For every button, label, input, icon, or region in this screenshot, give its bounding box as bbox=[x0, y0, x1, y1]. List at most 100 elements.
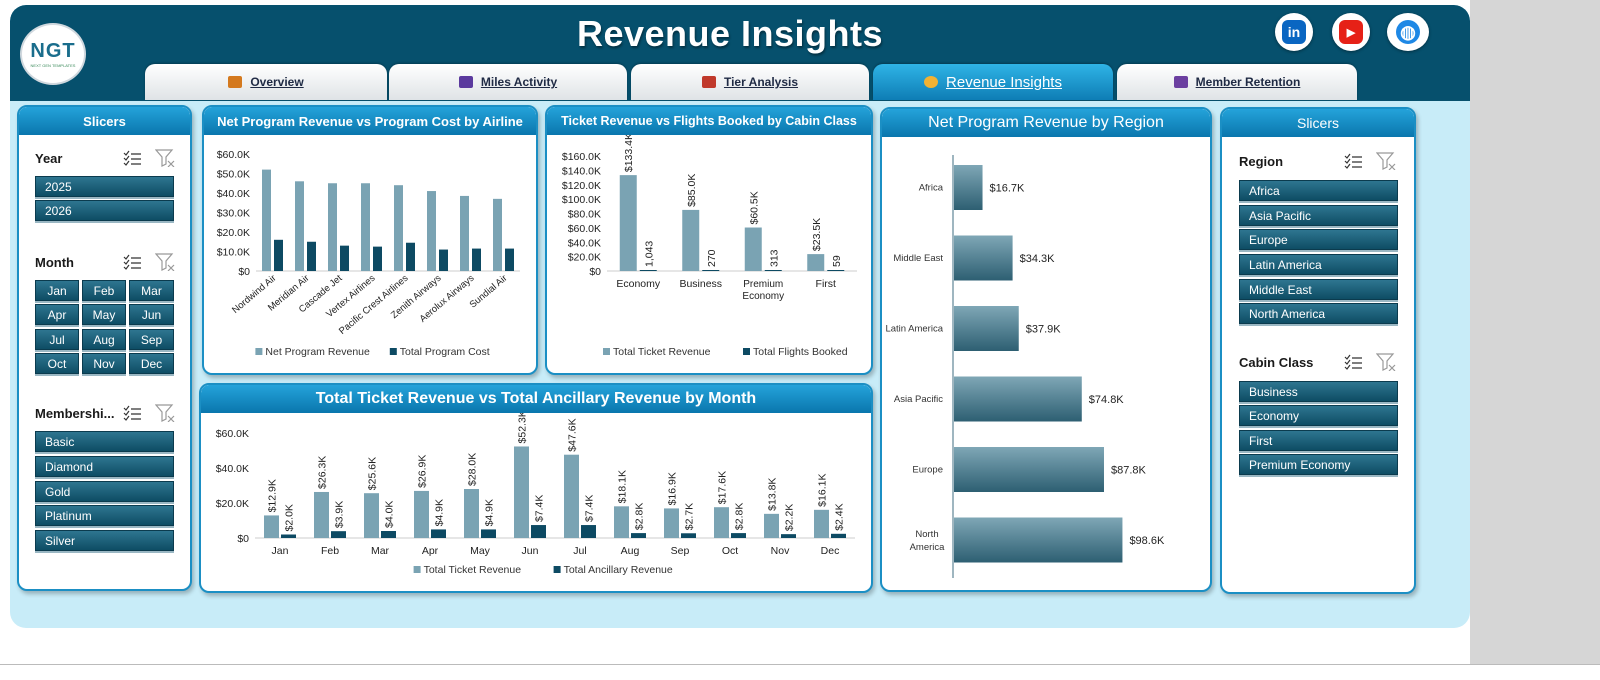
slicer-item-month[interactable]: Jan bbox=[35, 280, 79, 301]
slicer-item-month[interactable]: Jul bbox=[35, 329, 79, 350]
data-label: $28.0K bbox=[467, 453, 479, 486]
bar bbox=[439, 249, 448, 271]
tab-overview[interactable]: Overview bbox=[145, 64, 387, 100]
bar bbox=[274, 239, 283, 271]
y-tick-label: $0 bbox=[589, 266, 601, 278]
y-tick-label: $10.0K bbox=[217, 247, 250, 259]
bar bbox=[505, 248, 514, 271]
multi-select-icon[interactable] bbox=[123, 405, 141, 421]
airline-chart: $0$10.0K$20.0K$30.0K$40.0K$50.0K$60.0KNo… bbox=[217, 149, 520, 358]
data-label: $7.4K bbox=[584, 495, 596, 522]
website-button[interactable]: ◍ bbox=[1387, 13, 1429, 51]
tab-miles-activity[interactable]: Miles Activity bbox=[389, 64, 627, 100]
bar bbox=[295, 181, 304, 271]
data-label: $18.1K bbox=[617, 470, 629, 503]
clear-filter-icon[interactable] bbox=[155, 149, 175, 167]
data-label: $4.9K bbox=[484, 499, 496, 526]
tab-label: Tier Analysis bbox=[723, 75, 799, 89]
slicer-item-cabin[interactable]: Business bbox=[1239, 381, 1398, 402]
slicer-item-membership[interactable]: Diamond bbox=[35, 456, 174, 477]
slicer-item-month[interactable]: Oct bbox=[35, 353, 79, 374]
y-tick-label: $60.0K bbox=[216, 428, 249, 440]
bar bbox=[954, 376, 1082, 422]
data-label: $17.6K bbox=[717, 471, 729, 504]
slicer-item-cabin[interactable]: Premium Economy bbox=[1239, 454, 1398, 475]
bar bbox=[954, 235, 1013, 281]
legend-label: Total Flights Booked bbox=[753, 346, 848, 358]
slicer-item-year[interactable]: 2026 bbox=[35, 200, 174, 221]
multi-select-icon[interactable] bbox=[1344, 354, 1362, 370]
multi-select-icon[interactable] bbox=[123, 254, 141, 270]
bar bbox=[614, 506, 629, 538]
slicer-item-month[interactable]: Feb bbox=[82, 280, 126, 301]
slicer-item-membership[interactable]: Silver bbox=[35, 530, 174, 551]
data-label: 59 bbox=[831, 255, 843, 267]
data-label: $16.7K bbox=[990, 183, 1026, 195]
slicer-item-region[interactable]: Europe bbox=[1239, 229, 1398, 250]
bar bbox=[807, 254, 825, 271]
data-label: $85.0K bbox=[686, 174, 698, 207]
data-label: $16.1K bbox=[817, 474, 829, 507]
slicer-item-region[interactable]: Latin America bbox=[1239, 254, 1398, 275]
y-tick-label: $160.0K bbox=[562, 151, 601, 163]
y-tick-label: $20.0K bbox=[568, 252, 601, 264]
data-label: $26.9K bbox=[417, 455, 429, 488]
slicer-item-membership[interactable]: Basic bbox=[35, 431, 174, 452]
data-label: 313 bbox=[768, 249, 780, 267]
bar bbox=[664, 508, 679, 538]
youtube-button[interactable]: ▶ bbox=[1332, 13, 1370, 51]
slicer-tools-region bbox=[1344, 152, 1396, 170]
slicer-item-month[interactable]: Aug bbox=[82, 329, 126, 350]
bar bbox=[394, 185, 403, 271]
tab-tier-analysis[interactable]: Tier Analysis bbox=[631, 64, 869, 100]
bar bbox=[460, 195, 469, 271]
linkedin-button[interactable]: in bbox=[1275, 13, 1313, 51]
data-label: $2.0K bbox=[284, 504, 296, 531]
slicer-item-month[interactable]: Jun bbox=[129, 304, 174, 325]
bar bbox=[464, 489, 479, 538]
data-label: $60.5K bbox=[748, 191, 760, 224]
slicer-item-year[interactable]: 2025 bbox=[35, 176, 174, 197]
slicer-item-month[interactable]: May bbox=[82, 304, 126, 325]
tab-member-retention[interactable]: Member Retention bbox=[1117, 64, 1357, 100]
slicer-title-membership: Membershi... bbox=[35, 406, 115, 421]
data-label: $2.7K bbox=[684, 503, 696, 530]
data-label: 1,043 bbox=[643, 241, 655, 267]
x-tick-label: First bbox=[816, 278, 836, 290]
clear-filter-icon[interactable] bbox=[1376, 152, 1396, 170]
data-label: $74.8K bbox=[1089, 394, 1125, 406]
bar bbox=[406, 242, 415, 271]
clear-filter-icon[interactable] bbox=[155, 404, 175, 422]
x-tick-label: Business bbox=[679, 278, 722, 290]
multi-select-icon[interactable] bbox=[123, 150, 141, 166]
y-tick-label: Middle East bbox=[893, 253, 943, 264]
clear-filter-icon[interactable] bbox=[155, 253, 175, 271]
legend-swatch bbox=[389, 348, 397, 355]
y-tick-label: $30.0K bbox=[217, 208, 250, 220]
slicer-title-year: Year bbox=[35, 151, 63, 166]
tab-label: Member Retention bbox=[1195, 75, 1301, 89]
clear-filter-icon[interactable] bbox=[1376, 353, 1396, 371]
slicer-item-membership[interactable]: Platinum bbox=[35, 505, 174, 526]
slicer-item-month[interactable]: Apr bbox=[35, 304, 79, 325]
bar bbox=[373, 246, 382, 271]
slicer-item-region[interactable]: Middle East bbox=[1239, 279, 1398, 300]
slicer-item-region[interactable]: Asia Pacific bbox=[1239, 205, 1398, 226]
bar bbox=[531, 525, 546, 538]
x-tick-label: Apr bbox=[422, 545, 439, 557]
slicer-item-month[interactable]: Dec bbox=[129, 353, 174, 374]
y-tick-label: Latin America bbox=[885, 324, 943, 335]
slicer-item-cabin[interactable]: Economy bbox=[1239, 405, 1398, 426]
y-tick-label: $40.0K bbox=[216, 463, 249, 475]
tab-revenue-insights[interactable]: Revenue Insights bbox=[873, 64, 1113, 100]
slicer-item-membership[interactable]: Gold bbox=[35, 481, 174, 502]
bar bbox=[307, 241, 316, 271]
slicer-item-month[interactable]: Mar bbox=[129, 280, 174, 301]
slicer-item-month[interactable]: Sep bbox=[129, 329, 174, 350]
y-tick-label: $140.0K bbox=[562, 165, 601, 177]
slicer-item-region[interactable]: Africa bbox=[1239, 180, 1398, 201]
slicer-item-cabin[interactable]: First bbox=[1239, 430, 1398, 451]
slicer-item-region[interactable]: North America bbox=[1239, 303, 1398, 324]
slicer-item-month[interactable]: Nov bbox=[82, 353, 126, 374]
multi-select-icon[interactable] bbox=[1344, 153, 1362, 169]
